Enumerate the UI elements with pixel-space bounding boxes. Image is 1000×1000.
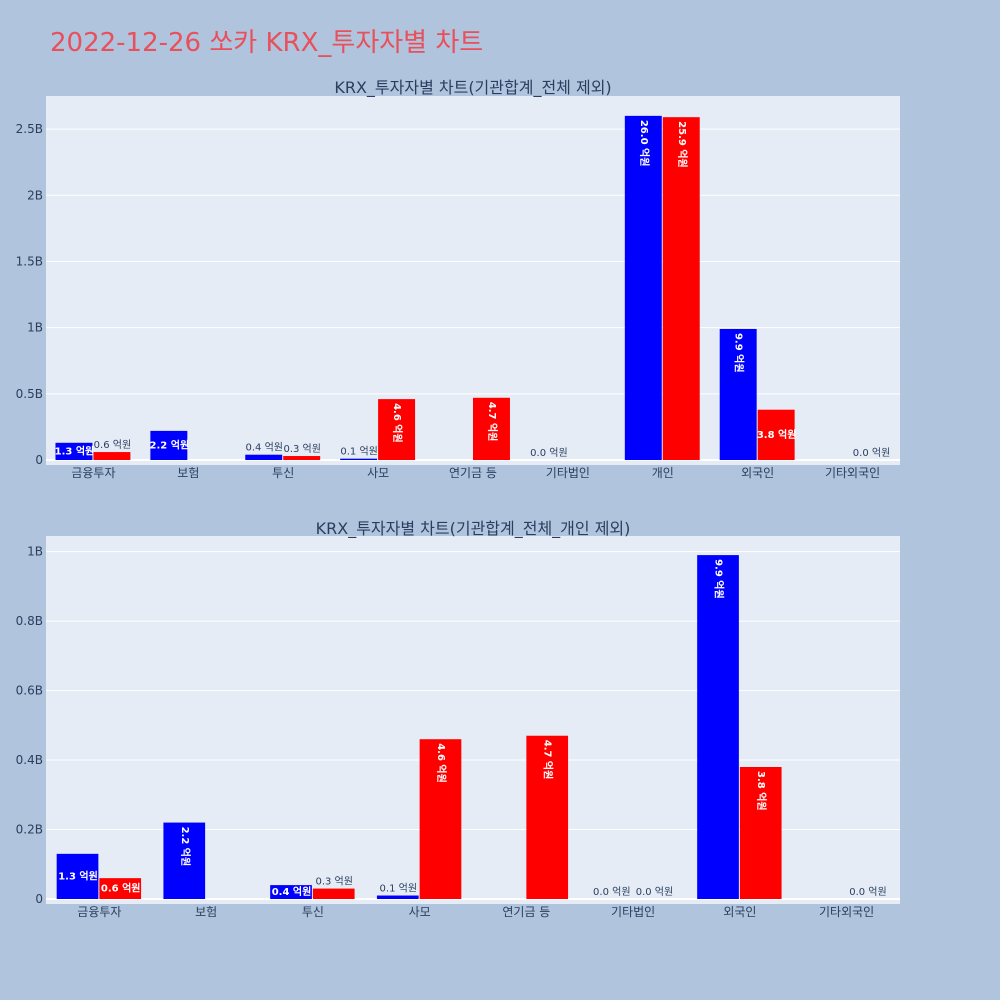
- data-label: 4.7 억원: [486, 402, 499, 442]
- data-label: 0.1 억원: [380, 883, 417, 895]
- y-tick-label: 0: [35, 892, 43, 906]
- bar: [55, 442, 93, 460]
- data-label: 0.0 억원: [530, 447, 567, 459]
- data-label: 0.1 억원: [340, 446, 377, 458]
- x-tick-label: 기타법인: [546, 466, 590, 480]
- page-title: 2022-12-26 쏘카 KRX_투자자별 차트: [50, 28, 484, 58]
- bar: [340, 458, 378, 460]
- bar: [376, 895, 419, 899]
- y-tick-label: 0.5B: [16, 387, 43, 401]
- bar: [56, 853, 99, 899]
- data-label: 0.4 억원: [272, 885, 312, 898]
- data-label: 0.3 억원: [315, 876, 352, 888]
- x-tick-label: 개인: [652, 466, 674, 480]
- data-label: 1.3 억원: [55, 444, 95, 457]
- y-tick-label: 2.5B: [16, 122, 43, 136]
- x-tick-label: 사모: [367, 466, 389, 480]
- y-tick-label: 0.4B: [16, 753, 43, 767]
- bar: [419, 739, 462, 899]
- x-tick-label: 외국인: [741, 466, 774, 480]
- bar: [93, 452, 131, 460]
- y-tick-label: 1B: [27, 321, 43, 335]
- y-tick-label: 2B: [27, 188, 43, 202]
- bar: [662, 117, 700, 460]
- data-label: 0.3 억원: [283, 443, 320, 455]
- bar: [697, 555, 739, 899]
- data-label: 4.6 억원: [435, 743, 448, 783]
- bar: [378, 399, 416, 460]
- y-tick-label: 0.2B: [16, 823, 43, 837]
- x-tick-label: 투신: [272, 466, 294, 480]
- x-tick-label: 보험: [195, 905, 217, 919]
- data-label: 0.0 억원: [849, 886, 886, 898]
- y-tick-label: 1.5B: [16, 254, 43, 268]
- data-label: 4.7 억원: [542, 740, 555, 780]
- bar: [163, 822, 206, 899]
- bar: [150, 430, 188, 460]
- data-label: 0.0 억원: [636, 886, 673, 898]
- y-tick-label: 0.6B: [16, 684, 43, 698]
- x-tick-label: 기타외국인: [825, 466, 880, 480]
- bar: [757, 409, 795, 460]
- data-label: 25.9 억원: [676, 121, 689, 168]
- data-label: 1.3 억원: [58, 869, 98, 882]
- chart-panel-1: 0 0.5B 1B 1.5B 2B 2.5B KRX_투자자별 차트(기관합계_전체 제외)…: [16, 78, 900, 480]
- x-tick-label: 금융투자: [71, 466, 115, 480]
- x-tick-label: 투신: [302, 905, 324, 919]
- y-tick-label: 0.8B: [16, 614, 43, 628]
- data-label: 0.4 억원: [246, 442, 283, 454]
- x-tick-label: 보험: [177, 466, 199, 480]
- data-label: 4.6 억원: [391, 403, 404, 443]
- data-label: 0.0 억원: [593, 886, 630, 898]
- data-label: 9.9 억원: [733, 333, 746, 373]
- x-tick-label: 금융투자: [77, 905, 121, 919]
- y-tick-label: 0: [35, 453, 43, 467]
- bar: [312, 888, 355, 899]
- data-label: 3.8 억원: [755, 771, 768, 811]
- bar: [245, 454, 283, 460]
- x-tick-label: 사모: [409, 905, 431, 919]
- x-tick-label: 연기금 등: [502, 905, 550, 919]
- data-label: 3.8 억원: [757, 428, 797, 441]
- bar: [624, 115, 662, 460]
- x-tick-label: 연기금 등: [449, 466, 497, 480]
- data-label: 2.2 억원: [179, 827, 192, 867]
- bar: [99, 878, 142, 899]
- data-label: 0.6 억원: [101, 882, 141, 895]
- x-tick-label: 기타외국인: [819, 905, 874, 919]
- bar: [270, 885, 312, 899]
- data-label: 9.9 억원: [713, 559, 726, 599]
- chart-title: KRX_투자자별 차트(기관합계_전체_개인 제외): [316, 519, 631, 539]
- data-label: 26.0 억원: [638, 120, 651, 167]
- bar: [719, 328, 757, 460]
- bar: [526, 735, 569, 899]
- data-label: 0.0 억원: [853, 447, 890, 459]
- chart-title: KRX_투자자별 차트(기관합계_전체 제외): [334, 78, 611, 98]
- bar: [473, 397, 510, 460]
- x-tick-label: 기타법인: [611, 905, 655, 919]
- bar: [739, 767, 782, 899]
- x-tick-label: 외국인: [723, 905, 756, 919]
- data-label: 2.2 억원: [150, 438, 190, 451]
- y-tick-label: 1B: [27, 545, 43, 559]
- chart-panel-2: 0 0.2B 0.4B 0.6B 0.8B 1B KRX_투자자별 차트(기관합계_전체_개…: [16, 519, 900, 919]
- bar: [283, 456, 321, 460]
- data-label: 0.6 억원: [94, 439, 131, 451]
